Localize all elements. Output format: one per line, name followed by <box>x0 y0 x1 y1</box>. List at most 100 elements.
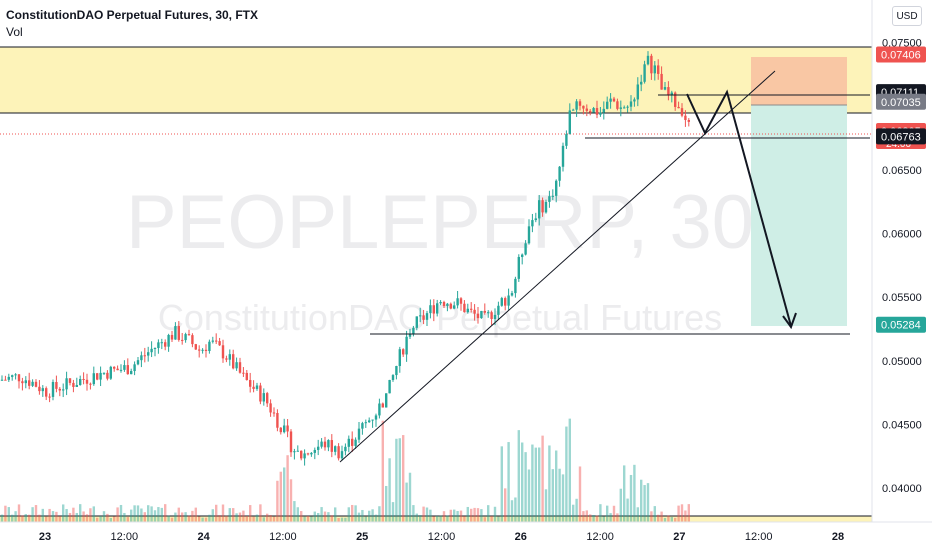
candle-body <box>388 379 391 394</box>
stop-loss-box[interactable] <box>751 57 847 105</box>
volume-bar <box>371 509 374 522</box>
candle-body <box>17 374 21 382</box>
volume-bar <box>79 504 82 522</box>
candle-body <box>347 438 350 447</box>
symbol-title[interactable]: ConstitutionDAO Perpetual Futures, 30, F… <box>6 8 259 22</box>
candle-body <box>249 379 252 387</box>
volume-bar <box>136 505 140 522</box>
candle-body <box>225 358 228 360</box>
y-tick-label: 0.05500 <box>882 292 922 304</box>
volume-bar <box>252 516 255 522</box>
candle-body <box>687 119 690 122</box>
volume-bar <box>296 507 299 522</box>
volume-bar <box>204 517 208 522</box>
candle-body <box>150 348 153 353</box>
time-axis-bg <box>0 522 932 550</box>
currency-button[interactable]: USD <box>892 6 922 26</box>
volume-bar <box>170 517 174 522</box>
volume-bar <box>357 512 361 522</box>
candle-body <box>425 313 429 320</box>
volume-bar <box>225 515 228 522</box>
candle-body <box>289 431 293 453</box>
candle-body <box>527 226 531 244</box>
x-tick-label: 23 <box>39 531 51 543</box>
candle-body <box>657 65 660 74</box>
candle-body <box>483 310 486 313</box>
candle-body <box>79 378 82 386</box>
candle-body <box>490 312 493 319</box>
volume-indicator-label[interactable]: Vol <box>6 25 23 39</box>
volume-bar <box>174 512 177 522</box>
candle-body <box>262 393 265 402</box>
candle-body <box>208 341 211 352</box>
volume-bar <box>497 516 500 522</box>
candle-body <box>432 305 435 314</box>
volume-bar <box>473 507 476 522</box>
candle-body <box>177 326 180 340</box>
trend-line <box>339 70 776 463</box>
candle-body <box>368 420 371 423</box>
volume-bar <box>109 517 112 522</box>
volume-bar <box>405 482 408 522</box>
volume-bar <box>215 504 218 522</box>
candle-body <box>541 200 544 213</box>
candle-body <box>405 336 408 355</box>
candle-body <box>538 200 541 219</box>
volume-bar <box>303 516 306 522</box>
volume-bar <box>31 507 34 522</box>
candle-body <box>191 335 194 345</box>
take-profit-box[interactable] <box>751 105 847 326</box>
candle-body <box>323 441 327 448</box>
candle-body <box>558 166 561 181</box>
volume-bar <box>674 517 677 522</box>
candle-body <box>364 422 367 424</box>
candle-body <box>616 101 619 109</box>
volume-bar <box>436 515 439 522</box>
volume-bar <box>72 507 75 522</box>
x-tick-label: 28 <box>832 531 844 543</box>
volume-bar <box>242 510 245 522</box>
candle-body <box>660 73 663 90</box>
volume-bar <box>589 514 592 522</box>
candle-body <box>497 305 500 315</box>
price-label-bg <box>876 316 926 333</box>
volume-bar <box>167 515 170 522</box>
volume-bar <box>650 511 653 522</box>
volume-bar <box>538 447 541 522</box>
volume-bar <box>272 516 276 522</box>
candle-body <box>575 101 578 110</box>
volume-bar <box>408 472 412 522</box>
candle-body <box>310 452 313 455</box>
volume-bar <box>385 485 388 522</box>
candle-body <box>354 439 357 446</box>
candle-body <box>419 315 422 317</box>
volume-bar <box>41 508 44 522</box>
volume-bar <box>544 489 548 522</box>
candle-body <box>677 106 680 109</box>
candle-body <box>14 374 17 376</box>
volume-bar <box>269 514 272 522</box>
volume-bar <box>313 511 316 522</box>
volume-bar <box>677 505 680 522</box>
candle-body <box>157 342 160 349</box>
volume-bar <box>45 516 48 522</box>
volume-bar <box>164 504 167 522</box>
candle-body <box>126 365 129 375</box>
volume-bar <box>306 515 310 522</box>
volume-bar <box>194 507 197 522</box>
volume-bar <box>459 510 463 522</box>
volume-bar <box>286 455 289 522</box>
volume-bar <box>531 444 534 522</box>
candle-body <box>385 393 388 408</box>
volume-bar <box>456 510 459 522</box>
volume-bar <box>534 447 537 522</box>
volume-bar <box>238 512 242 522</box>
volume-bar <box>126 517 129 522</box>
candle-body <box>119 369 123 371</box>
volume-bar <box>4 505 7 522</box>
volume-bar <box>463 516 466 522</box>
volume-bar <box>351 504 354 522</box>
volume-bar <box>75 512 78 522</box>
volume-bar <box>541 435 544 522</box>
